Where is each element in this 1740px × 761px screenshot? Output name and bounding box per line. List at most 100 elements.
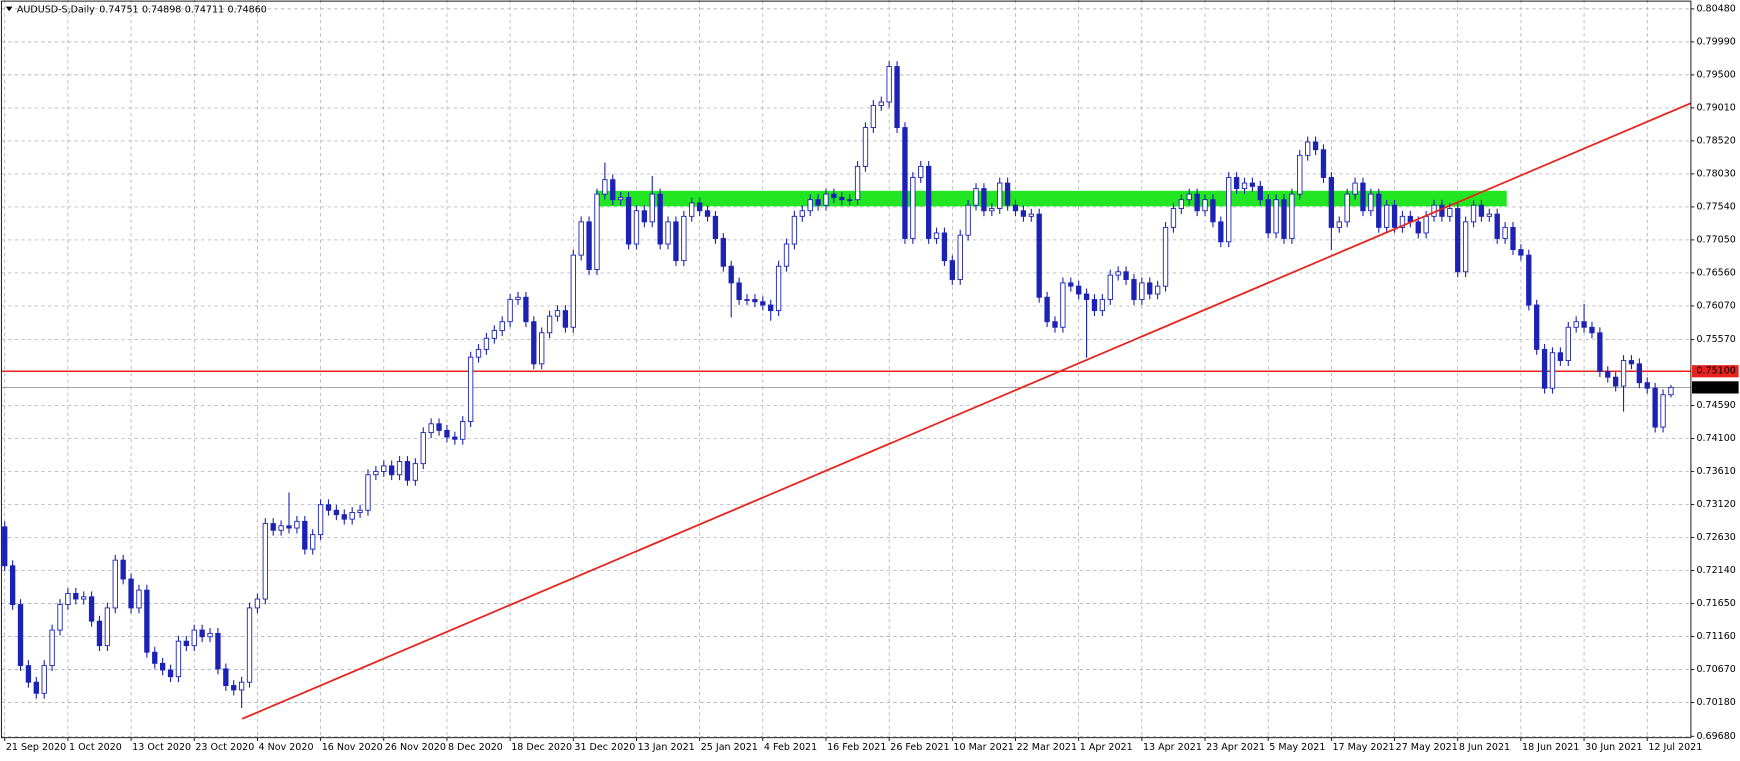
candle-body <box>1162 226 1169 287</box>
y-tick-label: 0.79500 <box>1696 69 1735 80</box>
candle-body <box>1352 182 1358 195</box>
header-open: 0.74751 <box>99 4 138 15</box>
candle-body <box>681 215 687 262</box>
candle-body <box>167 669 174 678</box>
candle-body <box>499 321 505 332</box>
x-tick-label: 1 Apr 2021 <box>1080 742 1133 753</box>
candle-body <box>973 188 979 206</box>
candle-body <box>847 199 853 202</box>
candle-body <box>531 321 537 365</box>
candle-body <box>1202 199 1208 212</box>
candle-body <box>1305 141 1311 156</box>
candle-body <box>349 512 355 520</box>
y-tick-label: 0.72140 <box>1696 565 1735 576</box>
candle-body <box>144 589 150 653</box>
header-high: 0.74898 <box>142 4 181 15</box>
candle-body <box>554 310 561 317</box>
candle-body <box>365 474 371 511</box>
horizontal-level-label-bg <box>1692 365 1739 378</box>
candle-body <box>1257 185 1263 201</box>
candle-body <box>341 514 347 520</box>
candle-body <box>128 578 134 609</box>
y-tick-label: 0.70180 <box>1696 697 1735 708</box>
candle-body <box>286 525 292 529</box>
candle-body <box>704 210 711 217</box>
candles <box>2 61 1674 709</box>
candle-body <box>412 463 419 481</box>
candle-body <box>1265 199 1271 234</box>
x-tick-label: 5 May 2021 <box>1269 742 1325 753</box>
x-tick-label: 16 Nov 2020 <box>322 742 383 753</box>
candle-body <box>760 301 766 306</box>
candle-body <box>839 197 845 201</box>
candle-body <box>1605 371 1611 378</box>
candle-body <box>1233 177 1240 190</box>
candle-body <box>333 509 340 516</box>
x-tick-label: 13 Oct 2020 <box>132 742 191 753</box>
candle-body <box>546 315 553 334</box>
candle-body <box>25 665 32 683</box>
candle-body <box>744 299 750 301</box>
candle-body <box>689 202 695 217</box>
y-tick-label: 0.76560 <box>1696 267 1735 278</box>
candle-body <box>223 668 229 686</box>
candle-body <box>1494 213 1500 239</box>
candle-body <box>1668 386 1674 396</box>
axes: 0.69680 0.70180 0.70670 0.71160 0.71650 0.721… <box>4 3 1739 753</box>
candle-body <box>1518 249 1524 256</box>
header-close: 0.74860 <box>227 4 266 15</box>
y-tick-label: 0.72630 <box>1696 532 1735 543</box>
x-tick-label: 23 Oct 2020 <box>195 742 254 753</box>
y-tick-label: 0.79990 <box>1696 36 1735 47</box>
candle-body <box>1628 360 1635 365</box>
y-tick-label: 0.76070 <box>1696 300 1735 311</box>
candle-body <box>981 188 987 212</box>
x-tick-label: 23 Apr 2021 <box>1206 742 1265 753</box>
candle-body <box>81 596 87 600</box>
candle-body <box>783 243 790 267</box>
candle-body <box>1447 208 1453 217</box>
horizontal-level-label: 0.75100 <box>1696 366 1735 377</box>
candle-body <box>570 254 576 328</box>
candle-body <box>752 299 758 303</box>
candle-body <box>1597 332 1603 373</box>
x-tick-label: 26 Feb 2021 <box>890 742 949 753</box>
grid <box>1 0 1691 738</box>
candle-body <box>120 559 126 580</box>
candle-body <box>1534 304 1540 350</box>
current-price-label: 0.74860 <box>1696 382 1735 393</box>
candle-body <box>1470 204 1477 223</box>
candle-body <box>175 640 182 678</box>
candle-body <box>1004 182 1011 206</box>
candle-body <box>1399 215 1406 228</box>
x-tick-label: 12 Jul 2021 <box>1648 742 1702 753</box>
candle-body <box>396 461 403 476</box>
chart-header: AUDUSD-S,Daily 0.74751 0.74898 0.74711 0.748… <box>17 4 267 15</box>
candle-body <box>436 423 442 431</box>
x-tick-label: 4 Feb 2021 <box>764 742 817 753</box>
y-tick-label: 0.74100 <box>1696 433 1735 444</box>
candle-body <box>1368 193 1374 212</box>
candle-body <box>262 523 268 600</box>
candle-body <box>949 260 955 280</box>
candle-body <box>633 210 640 245</box>
candle-body <box>799 210 805 217</box>
candle-body <box>1226 177 1232 243</box>
candle-body <box>823 193 829 206</box>
y-tick-label: 0.79010 <box>1696 102 1735 113</box>
candle-body <box>1052 321 1058 328</box>
candle-body <box>625 197 632 245</box>
candle-body <box>1076 285 1082 295</box>
candle-body <box>1289 193 1295 239</box>
candle-body <box>1344 193 1350 223</box>
candle-body <box>1360 182 1366 212</box>
candle-body <box>1297 154 1303 195</box>
candle-body <box>1194 193 1200 212</box>
candle-body <box>696 202 703 212</box>
candle-body <box>65 592 71 605</box>
candle-body <box>618 197 624 201</box>
candle-body <box>1139 282 1145 300</box>
candle-body <box>1115 271 1121 276</box>
candle-body <box>1312 141 1319 151</box>
